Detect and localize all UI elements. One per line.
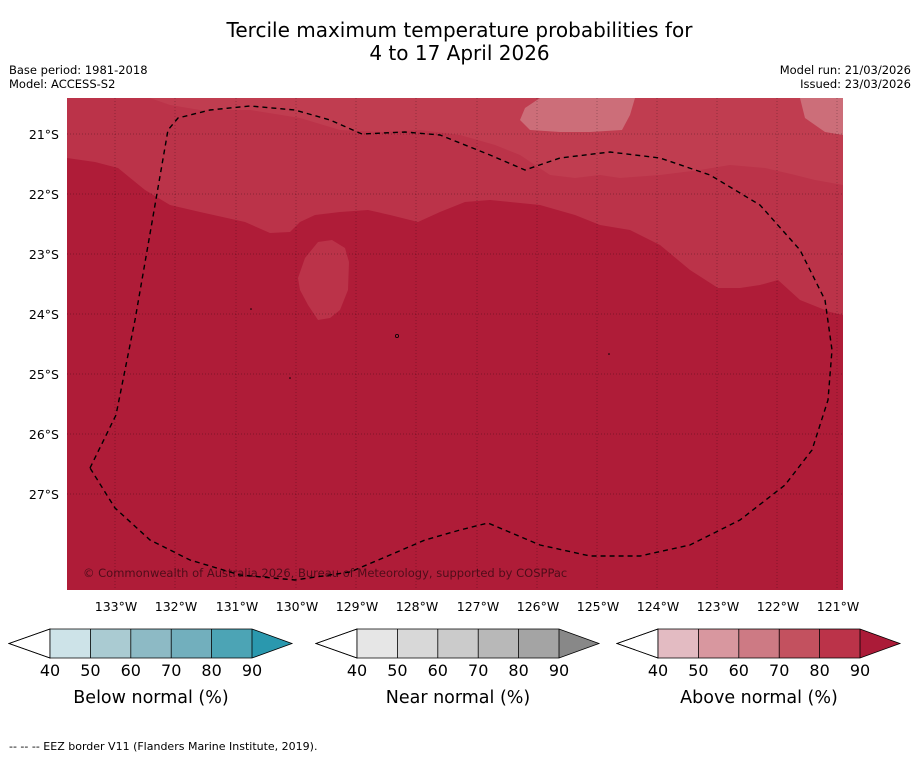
lat-label: 24°S	[29, 307, 59, 322]
colorbar-tick-label: 80	[508, 661, 528, 680]
colorbar-extend-high	[252, 629, 292, 658]
colorbar-tick-label: 50	[80, 661, 100, 680]
colorbars: 40 50 60 70 80 90 Below normal (%) 40 50 60 70 80 90…	[7, 628, 902, 708]
colorbar-segment	[698, 629, 739, 658]
map-panel: © Commonwealth of Australia 2026, Bureau…	[67, 98, 843, 590]
lat-labels: 21°S 22°S 23°S 24°S 25°S 26°S 27°S	[29, 127, 59, 502]
lon-label: 132°W	[155, 599, 197, 614]
colorbar-tick-label: 40	[40, 661, 60, 680]
base-period: Base period: 1981-2018	[9, 63, 148, 77]
band-80-patch	[298, 240, 349, 320]
lat-label: 25°S	[29, 367, 59, 382]
lon-label: 129°W	[336, 599, 378, 614]
colorbar-tick-label: 80	[201, 661, 221, 680]
colorbar-tick-label: 50	[688, 661, 708, 680]
colorbar-segment	[478, 629, 519, 658]
issued-date: Issued: 23/03/2026	[800, 77, 911, 91]
island-marker	[250, 308, 252, 310]
lat-label: 21°S	[29, 127, 59, 142]
lon-label: 122°W	[757, 599, 799, 614]
lon-label: 131°W	[216, 599, 258, 614]
lon-label: 125°W	[577, 599, 619, 614]
colorbar-segment	[819, 629, 860, 658]
colorbar-above: 40 50 60 70 80 90 Above normal (%)	[615, 628, 902, 708]
model-name: Model: ACCESS-S2	[9, 77, 116, 91]
colorbar-segment	[130, 629, 172, 658]
band-70	[150, 98, 843, 185]
colorbar-segment	[397, 629, 438, 658]
copyright-text: © Commonwealth of Australia 2026, Bureau…	[83, 566, 567, 580]
footnote: -- -- -- EEZ border V11 (Flanders Marine…	[9, 740, 318, 753]
island-marker	[289, 377, 291, 379]
lon-label: 126°W	[517, 599, 559, 614]
colorbar-segment	[738, 629, 780, 658]
colorbar-near: 40 50 60 70 80 90 Near normal (%)	[314, 628, 601, 708]
lon-label: 130°W	[276, 599, 318, 614]
colorbar-segment	[171, 629, 212, 658]
colorbar-extend-low	[615, 628, 659, 659]
gridlines	[67, 98, 843, 590]
colorbar-tick-label: 60	[729, 661, 749, 680]
colorbar-extend-low	[314, 628, 358, 659]
colorbar-segment	[658, 629, 699, 658]
lon-label: 123°W	[697, 599, 739, 614]
colorbar-label: Below normal (%)	[73, 688, 228, 708]
chart-title: Tercile maximum temperature probabilitie…	[0, 19, 919, 65]
colorbar-label: Above normal (%)	[680, 688, 838, 708]
colorbar-tick-label: 60	[428, 661, 448, 680]
island-marker	[608, 353, 610, 355]
colorbar-tick-label: 60	[121, 661, 141, 680]
meta-left: Base period: 1981-2018 Model: ACCESS-S2	[9, 63, 148, 91]
colorbar-tick-label: 80	[809, 661, 829, 680]
band-60-corner	[800, 98, 843, 135]
colorbar-extend-low	[7, 628, 51, 659]
band-60-patch	[520, 98, 635, 132]
colorbar-segment	[437, 629, 479, 658]
model-run: Model run: 21/03/2026	[779, 63, 911, 77]
lon-label: 121°W	[817, 599, 859, 614]
colorbar-tick-label: 90	[850, 661, 870, 680]
colorbar-tick-label: 90	[549, 661, 569, 680]
lat-label: 22°S	[29, 187, 59, 202]
colorbar-segment	[357, 629, 398, 658]
lat-label: 23°S	[29, 247, 59, 262]
colorbar-tick-label: 90	[242, 661, 262, 680]
lat-label: 27°S	[29, 487, 59, 502]
lon-labels: 133°W 132°W 131°W 130°W 129°W 128°W 127°…	[95, 599, 859, 614]
island-marker	[394, 333, 399, 338]
lon-label: 133°W	[95, 599, 137, 614]
colorbar-extend-high	[559, 629, 599, 658]
colorbar-segment	[90, 629, 131, 658]
colorbar-tick-label: 70	[161, 661, 181, 680]
lon-label: 127°W	[457, 599, 499, 614]
lat-label: 26°S	[29, 427, 59, 442]
title-line-2: 4 to 17 April 2026	[369, 41, 550, 65]
colorbar-segment	[779, 629, 820, 658]
colorbar-below: 40 50 60 70 80 90 Below normal (%)	[7, 628, 294, 708]
lon-label: 124°W	[637, 599, 679, 614]
meta-right: Model run: 21/03/2026 Issued: 23/03/2026	[780, 63, 911, 91]
colorbar-tick-label: 50	[387, 661, 407, 680]
colorbar-segment	[211, 629, 252, 658]
colorbar-tick-label: 40	[347, 661, 367, 680]
colorbar-tick-label: 70	[769, 661, 789, 680]
title-line-1: Tercile maximum temperature probabilitie…	[226, 18, 693, 42]
colorbar-extend-high	[860, 629, 900, 658]
colorbar-segment	[50, 629, 91, 658]
colorbar-tick-label: 70	[468, 661, 488, 680]
lon-label: 128°W	[396, 599, 438, 614]
colorbar-label: Near normal (%)	[386, 688, 531, 708]
colorbar-segment	[518, 629, 559, 658]
colorbar-tick-label: 40	[648, 661, 668, 680]
